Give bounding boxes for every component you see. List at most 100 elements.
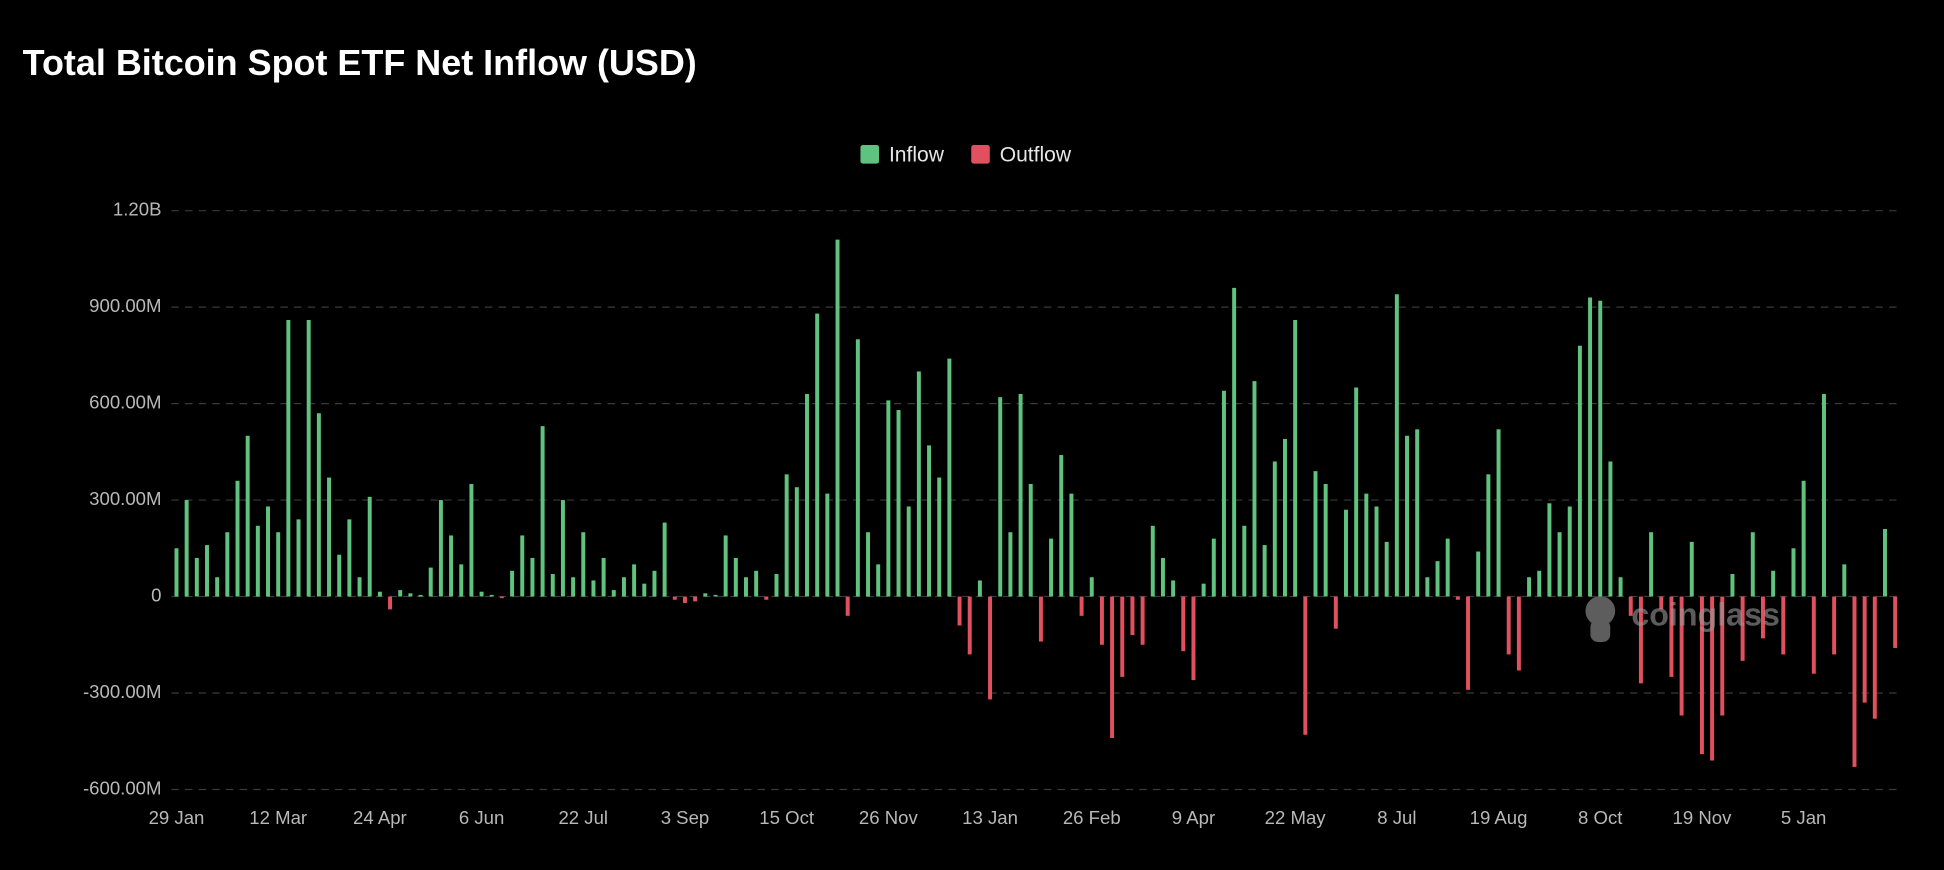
bar xyxy=(1476,551,1481,597)
bar xyxy=(174,548,179,597)
bar xyxy=(398,590,403,597)
bar xyxy=(245,435,250,597)
bar xyxy=(184,500,189,597)
bar xyxy=(1821,393,1826,597)
bar xyxy=(1852,596,1857,767)
y-tick-label: 300.00M xyxy=(89,488,161,509)
bar xyxy=(967,596,972,655)
bar xyxy=(1466,596,1471,690)
bar xyxy=(1008,532,1013,597)
bar xyxy=(1608,461,1613,597)
bar xyxy=(1527,577,1532,597)
bar xyxy=(479,591,484,597)
bar xyxy=(286,320,291,597)
bar xyxy=(306,320,311,597)
bar xyxy=(611,590,616,597)
bar xyxy=(723,535,728,597)
bar xyxy=(1079,596,1084,616)
bar xyxy=(1649,532,1654,597)
bar xyxy=(194,557,199,597)
bar xyxy=(438,500,443,597)
bar xyxy=(1659,596,1664,610)
bar xyxy=(1130,596,1135,636)
bar xyxy=(540,426,545,597)
bar xyxy=(662,522,667,597)
x-tick-label: 19 Nov xyxy=(1673,807,1733,828)
bar xyxy=(805,393,809,597)
bar xyxy=(1069,493,1074,597)
bar xyxy=(1567,506,1572,597)
bar xyxy=(560,500,565,597)
bar xyxy=(1089,577,1094,597)
bar xyxy=(642,583,647,597)
bar xyxy=(703,593,708,597)
bar xyxy=(499,596,504,599)
bar xyxy=(225,532,230,597)
bar xyxy=(744,577,748,597)
bar xyxy=(1120,596,1125,677)
bar xyxy=(652,570,657,597)
bar xyxy=(255,525,260,597)
bar xyxy=(469,483,474,597)
x-tick-label: 29 Jan xyxy=(149,807,205,828)
x-tick-label: 26 Nov xyxy=(859,807,919,828)
bar xyxy=(1801,480,1806,597)
bar xyxy=(367,496,372,597)
bar xyxy=(408,593,413,597)
bar xyxy=(1018,393,1023,597)
bar xyxy=(489,594,494,597)
bar xyxy=(1394,294,1399,597)
bar xyxy=(1730,574,1735,597)
bar xyxy=(845,596,850,616)
bar xyxy=(1557,532,1562,597)
bar xyxy=(1628,596,1633,616)
bar xyxy=(1506,596,1511,655)
bar xyxy=(1344,509,1348,597)
bar xyxy=(1710,596,1715,761)
bar xyxy=(1618,577,1623,597)
bar xyxy=(937,477,942,597)
bar xyxy=(1445,538,1450,597)
bar xyxy=(388,596,393,610)
bar xyxy=(337,554,342,597)
bar xyxy=(1252,381,1257,597)
bar xyxy=(927,445,932,597)
bar xyxy=(215,577,220,597)
bar xyxy=(520,535,525,597)
bar xyxy=(316,413,321,597)
bar xyxy=(510,570,515,597)
bar xyxy=(449,535,454,597)
x-tick-label: 26 Feb xyxy=(1063,807,1121,828)
bar xyxy=(733,557,738,597)
bar xyxy=(876,564,881,597)
bar xyxy=(581,532,586,597)
bar xyxy=(327,477,332,597)
bar xyxy=(1354,387,1359,597)
bar xyxy=(764,596,769,600)
bar xyxy=(693,596,698,602)
bar xyxy=(1313,471,1318,597)
legend-label: Outflow xyxy=(1000,144,1072,167)
bar xyxy=(1364,493,1369,597)
bar xyxy=(1740,596,1745,661)
bar xyxy=(1883,529,1887,597)
bar xyxy=(906,506,911,597)
bar xyxy=(896,410,901,597)
bar xyxy=(1455,596,1460,600)
bar xyxy=(774,574,779,597)
bar xyxy=(886,400,891,597)
bar xyxy=(1099,596,1104,645)
bar xyxy=(1588,297,1593,597)
bar xyxy=(1893,596,1898,648)
bar xyxy=(835,239,840,597)
bar xyxy=(1811,596,1816,674)
bar xyxy=(1282,438,1287,597)
bar xyxy=(296,519,301,597)
bar xyxy=(1140,596,1145,645)
bar xyxy=(1038,596,1043,642)
x-tick-label: 12 Mar xyxy=(249,807,307,828)
bar xyxy=(276,532,281,597)
bar xyxy=(815,313,820,597)
bar xyxy=(957,596,962,626)
